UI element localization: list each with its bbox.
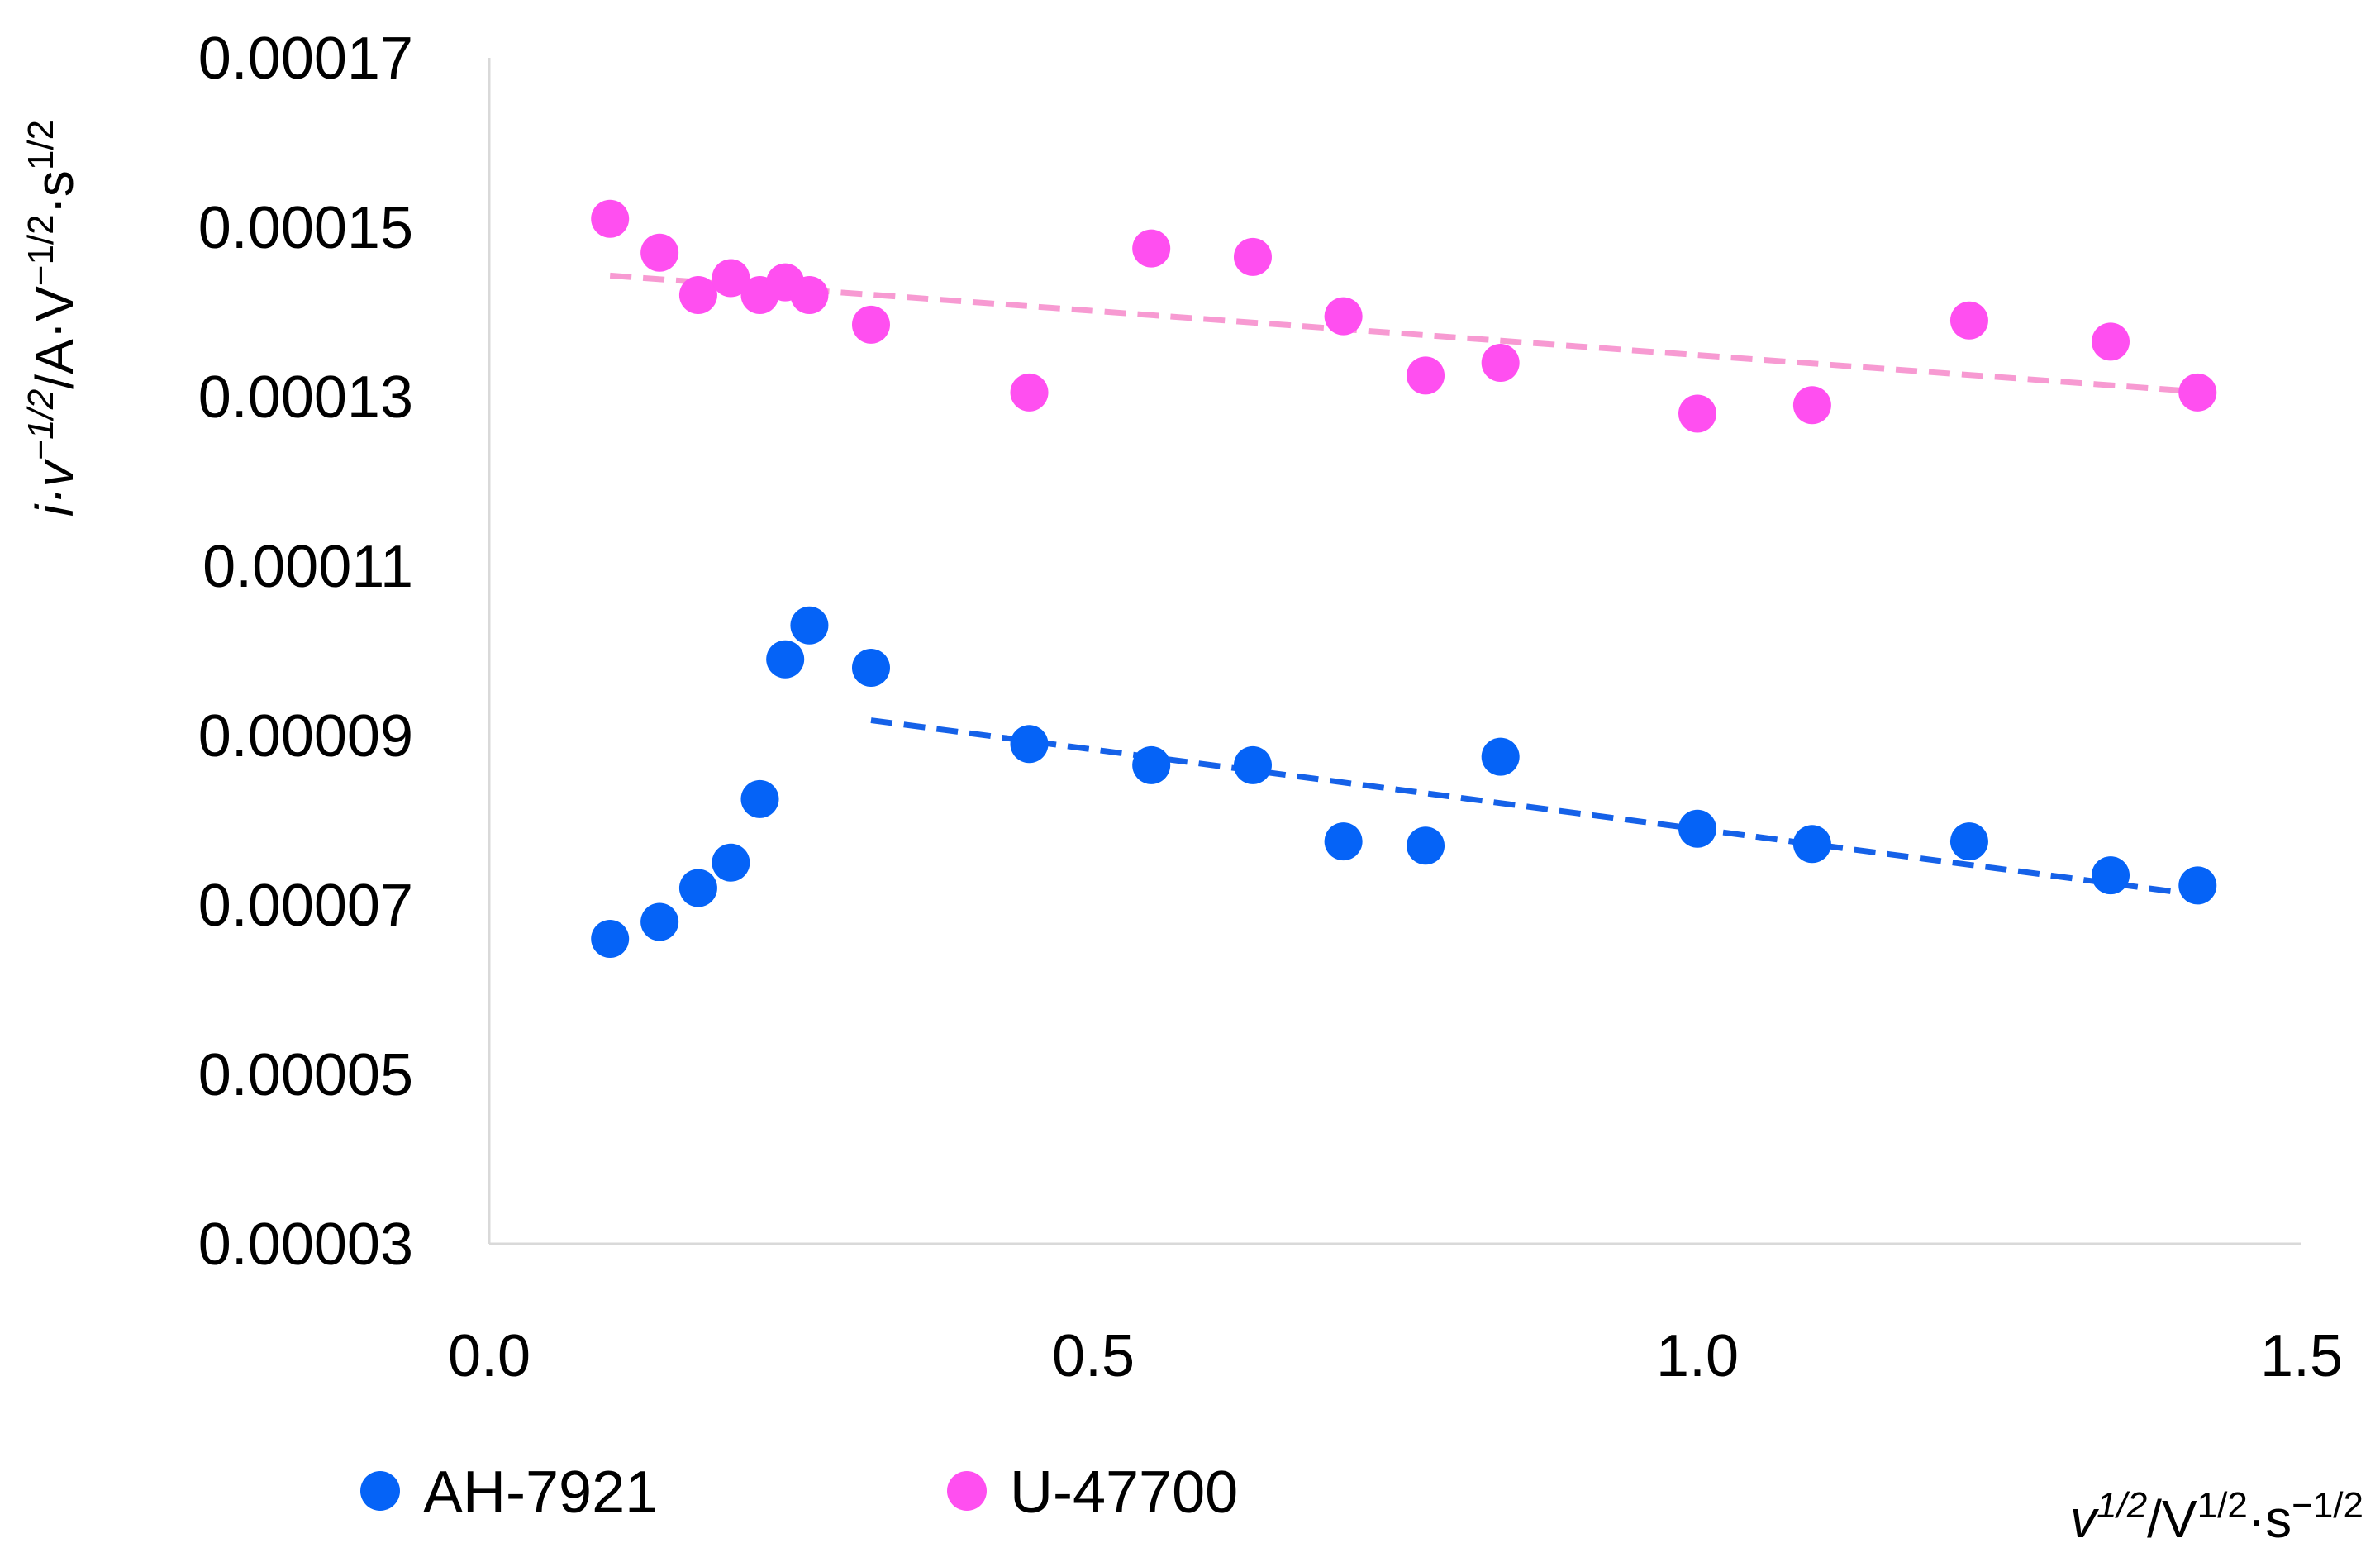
point-u-47700 (790, 276, 829, 314)
point-u-47700 (851, 305, 890, 344)
y-tick-label: 0.00009 (198, 703, 413, 769)
trendline-ah-7921 (870, 717, 2198, 898)
y-axis-title: i·v−1/2/A·V−1/2·s1/2 (21, 120, 84, 517)
point-u-47700 (1678, 394, 1716, 433)
point-ah-7921 (591, 920, 630, 958)
legend-marker-u-47700 (947, 1471, 987, 1511)
point-ah-7921 (2092, 856, 2130, 895)
point-ah-7921 (1407, 826, 1445, 865)
point-u-47700 (640, 233, 679, 272)
point-u-47700 (1481, 344, 1520, 382)
point-ah-7921 (2178, 866, 2217, 905)
x-tick-label: 0.5 (1052, 1323, 1135, 1389)
point-ah-7921 (740, 779, 779, 818)
x-tick-labels: 0.0 0.5 1.0 1.5 (448, 1323, 2343, 1389)
point-u-47700 (1407, 356, 1445, 395)
point-u-47700 (1132, 229, 1171, 268)
point-u-47700 (712, 259, 750, 298)
point-ah-7921 (1949, 822, 1988, 861)
point-ah-7921 (712, 843, 750, 882)
x-tick-label: 1.0 (1656, 1323, 1739, 1389)
trendlines (609, 272, 2198, 898)
point-u-47700 (591, 199, 630, 238)
point-u-47700 (1792, 386, 1831, 425)
x-tick-label: 1.5 (2260, 1323, 2343, 1389)
y-tick-label: 0.00011 (202, 534, 413, 600)
data-points (591, 199, 2217, 958)
point-ah-7921 (1481, 737, 1520, 776)
point-ah-7921 (790, 606, 829, 645)
point-ah-7921 (1132, 745, 1171, 784)
point-u-47700 (1233, 237, 1272, 276)
y-tick-label: 0.00015 (198, 195, 413, 261)
point-u-47700 (678, 276, 717, 314)
legend-label-ah-7921: AH-7921 (423, 1460, 658, 1526)
point-ah-7921 (1678, 809, 1716, 848)
point-ah-7921 (1010, 725, 1049, 764)
point-u-47700 (1949, 301, 1988, 340)
y-tick-label: 0.00017 (198, 26, 413, 92)
legend-label-u-47700: U-47700 (1010, 1460, 1238, 1526)
x-tick-label: 0.0 (448, 1323, 531, 1389)
y-tick-label: 0.00005 (198, 1042, 413, 1108)
point-ah-7921 (851, 649, 890, 687)
point-u-47700 (2092, 322, 2130, 361)
point-u-47700 (2178, 373, 2217, 412)
x-axis-title: v1/2/V1/2·s−1/2 (2070, 1485, 2363, 1549)
point-u-47700 (1010, 373, 1049, 412)
point-ah-7921 (640, 902, 679, 941)
y-tick-label: 0.00013 (198, 364, 413, 431)
trendline-u-47700 (609, 272, 2198, 395)
y-tick-label: 0.00003 (198, 1212, 413, 1278)
y-tick-label: 0.00007 (198, 873, 413, 939)
legend: AH-7921 U-47700 (360, 1460, 1238, 1526)
legend-marker-ah-7921 (360, 1471, 400, 1511)
point-ah-7921 (1792, 825, 1831, 864)
point-ah-7921 (1324, 822, 1363, 861)
point-ah-7921 (766, 640, 805, 679)
point-u-47700 (1324, 297, 1363, 336)
y-tick-labels: 0.00003 0.00005 0.00007 0.00009 0.00011 0.000… (198, 26, 413, 1278)
point-ah-7921 (678, 869, 717, 907)
point-ah-7921 (1233, 745, 1272, 784)
